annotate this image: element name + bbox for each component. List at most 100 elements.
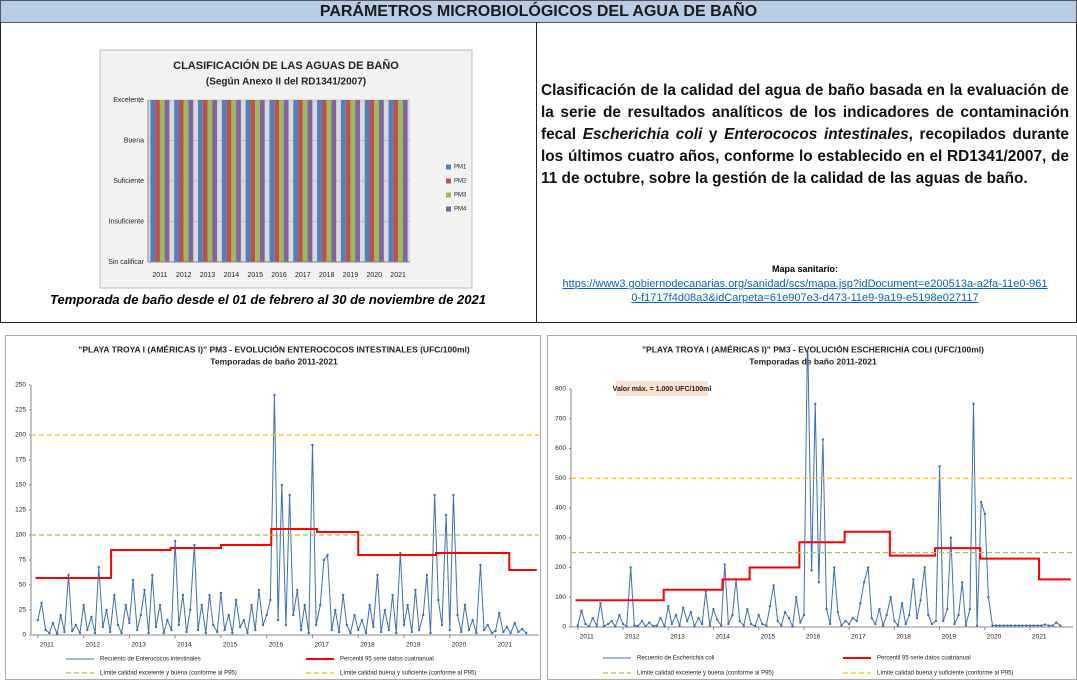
data-point	[219, 591, 223, 595]
data-point	[162, 631, 165, 635]
data-point	[368, 603, 371, 607]
data-point	[78, 631, 82, 635]
data-point	[479, 563, 482, 567]
data-point	[108, 630, 112, 634]
data-point	[1055, 621, 1058, 624]
data-point	[372, 625, 375, 629]
chart-subtitle: Temporadas de baño 2011-2021	[749, 356, 877, 366]
data-point	[625, 625, 628, 628]
data-point	[708, 624, 712, 627]
x-tick-label: 2020	[987, 634, 1002, 641]
data-point	[113, 593, 116, 597]
data-point	[765, 624, 768, 627]
data-point	[67, 573, 70, 577]
data-point	[395, 631, 398, 635]
data-point	[761, 622, 764, 626]
bar	[255, 100, 260, 262]
bar	[355, 100, 360, 262]
x-tick-label: 2019	[343, 272, 359, 279]
data-point	[678, 624, 681, 627]
data-point	[697, 616, 700, 620]
bar	[388, 100, 394, 262]
bar	[183, 100, 189, 262]
legend-label: Recuento de Enterococos intestinales	[100, 657, 201, 663]
y-tick-label: 175	[15, 457, 26, 464]
data-point	[893, 619, 896, 623]
data-point	[712, 607, 715, 611]
data-point	[987, 596, 990, 599]
data-point	[311, 443, 314, 447]
data-point	[353, 613, 356, 617]
y-tick-label: 50	[19, 582, 27, 589]
x-tick-label: 2016	[806, 634, 821, 641]
data-point	[855, 619, 859, 623]
data-point	[143, 588, 146, 592]
data-point	[475, 631, 478, 635]
data-point	[524, 631, 528, 635]
x-tick-label: 2015	[247, 272, 263, 279]
data-point	[821, 438, 825, 441]
data-point	[120, 631, 123, 635]
data-point	[900, 602, 904, 605]
data-point	[768, 604, 772, 608]
data-point	[44, 628, 47, 632]
data-point	[810, 569, 813, 572]
data-point	[753, 624, 757, 628]
y-tick-label: 100	[15, 532, 26, 539]
data-point	[383, 608, 386, 612]
data-point	[74, 623, 78, 627]
data-point	[919, 599, 922, 602]
data-point	[204, 631, 208, 635]
data-point	[862, 581, 866, 584]
data-point	[231, 631, 234, 635]
panel-divider	[536, 22, 537, 323]
data-point	[795, 596, 798, 599]
data-point	[889, 596, 892, 599]
data-point	[246, 631, 249, 635]
data-point	[70, 629, 74, 633]
data-point	[610, 619, 613, 623]
data-point	[715, 618, 719, 621]
classification-chart: CLASIFICACIÓN DE LAS AGUAS DE BAÑO (Según…	[99, 49, 473, 289]
annotation-box	[616, 381, 708, 396]
y-tick-label: 400	[555, 505, 566, 512]
y-tick-label: 800	[555, 386, 566, 393]
data-point	[964, 624, 968, 627]
data-point	[591, 616, 594, 620]
data-point	[456, 613, 459, 617]
bar	[321, 100, 327, 262]
data-point	[1021, 624, 1024, 627]
map-link[interactable]: https://www3.gobiernodecanarias.org/sani…	[562, 278, 1048, 304]
data-point	[467, 628, 471, 632]
data-point	[938, 465, 941, 468]
data-point	[51, 621, 55, 625]
data-point	[972, 402, 975, 406]
data-point	[946, 607, 949, 611]
data-point	[250, 603, 253, 607]
data-point	[86, 628, 89, 632]
chart-subtitle: Temporadas de baño 2011-2021	[210, 356, 338, 366]
data-point	[1028, 624, 1032, 627]
y-tick-label: 500	[555, 475, 566, 482]
x-tick-label: 2018	[319, 272, 335, 279]
data-point	[82, 603, 85, 607]
legend-label: PM1	[454, 165, 467, 171]
data-point	[40, 601, 43, 605]
enterococos-chart: "PLAYA TROYA I (AMÉRICAS I)" PM3 - EVOLU…	[5, 335, 541, 680]
data-point	[953, 622, 956, 626]
chart-title: "PLAYA TROYA I (AMÉRICAS I)" PM3 - EVOLU…	[642, 343, 984, 354]
x-tick-label: 2013	[131, 642, 146, 649]
legend-label: PM4	[454, 207, 467, 213]
data-point	[166, 618, 169, 622]
data-point	[636, 624, 640, 628]
data-point	[599, 602, 602, 605]
data-point	[341, 593, 345, 597]
legend-label: Límite calidad buena y suficiente (confo…	[340, 671, 476, 677]
y-tick-label: 0	[22, 632, 26, 639]
bar	[150, 100, 156, 262]
data-point	[1059, 624, 1062, 627]
x-tick-label: 2017	[314, 642, 329, 649]
y-tick-label: 100	[555, 594, 566, 601]
data-point	[776, 619, 779, 623]
data-point	[422, 613, 425, 617]
